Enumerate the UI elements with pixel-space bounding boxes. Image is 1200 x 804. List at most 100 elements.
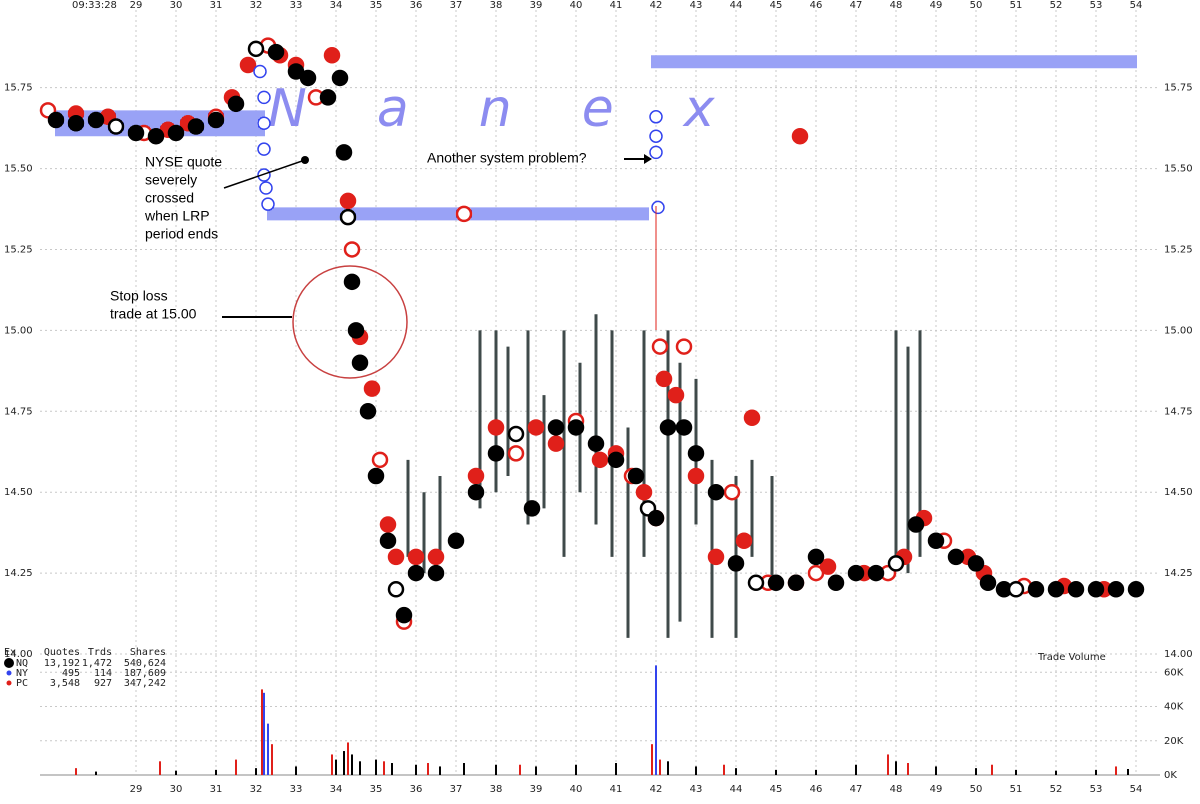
trade-point — [687, 467, 705, 485]
trade-point — [743, 409, 761, 427]
x-tick-label: 37 — [450, 0, 463, 11]
trade-point — [635, 483, 653, 501]
y-tick-label: 14.50 — [4, 487, 33, 498]
x-tick-label: 54 — [1130, 0, 1143, 11]
trade-point — [647, 509, 665, 527]
trade-point — [467, 483, 485, 501]
x-tick-label: 44 — [730, 784, 743, 795]
x-tick-label: 52 — [1050, 784, 1063, 795]
trade-point — [261, 197, 275, 211]
trade-point — [257, 116, 271, 131]
trade-point — [1107, 581, 1125, 598]
trade-point — [387, 581, 405, 598]
x-tick-label: 37 — [450, 784, 463, 795]
trade-point — [487, 419, 505, 436]
plot: 29 29 30 30 31 31 32 32 33 33 34 34 35 35 36 36 37 37 38 38… — [4, 0, 1193, 795]
trade-point — [167, 124, 185, 142]
x-tick-label: 42 — [650, 0, 663, 11]
trade-point — [867, 564, 885, 582]
trade-point — [343, 273, 361, 291]
trade-point — [253, 64, 267, 79]
trade-point — [447, 532, 465, 549]
annotation: NYSE quote — [145, 154, 222, 170]
legend-cell: 540,624 — [124, 658, 166, 669]
x-tick-label: 50 — [970, 0, 983, 11]
trade-point — [667, 386, 685, 404]
trade-point — [1027, 581, 1045, 598]
trade-point — [207, 111, 225, 129]
x-tick-label: 43 — [690, 784, 703, 795]
quote-band — [651, 55, 1137, 69]
trade-point — [299, 69, 317, 87]
x-tick-label: 31 — [210, 784, 223, 795]
trade-point — [227, 95, 245, 113]
annotation: when LRP — [144, 208, 210, 224]
trade-point — [1067, 581, 1085, 598]
trade-point — [607, 451, 625, 469]
trade-point — [427, 548, 445, 566]
trade-point — [359, 403, 377, 420]
x-tick-label: 33 — [290, 784, 303, 795]
x-tick-label: 43 — [690, 0, 703, 11]
x-tick-label: 44 — [730, 0, 743, 11]
x-tick-label: 38 — [490, 784, 503, 795]
legend-cell: 927 — [94, 678, 112, 689]
annotation: period ends — [145, 226, 218, 242]
x-tick-label: 51 — [1010, 784, 1023, 795]
trade-point — [339, 192, 357, 210]
trade-point — [727, 555, 745, 572]
y-tick-label: 15.00 — [1164, 325, 1193, 336]
trade-point — [675, 338, 693, 355]
legend-cell: 13,192 — [44, 658, 80, 669]
trade-point — [847, 564, 865, 582]
x-tick-label: 42 — [650, 784, 663, 795]
trade-point — [323, 47, 341, 64]
trade-point — [523, 500, 541, 517]
y-tick-label: 15.75 — [1164, 83, 1193, 94]
trade-point — [707, 483, 725, 501]
trade-point — [319, 89, 337, 106]
x-tick-label: 30 — [170, 784, 183, 795]
legend-header: Shares — [130, 647, 166, 658]
trade-point — [47, 111, 65, 129]
trade-point — [259, 181, 273, 195]
x-tick-label: 36 — [410, 784, 423, 795]
y-tick-label: 14.75 — [4, 406, 33, 417]
y-tick-label: 15.50 — [4, 164, 33, 175]
x-tick-label: 45 — [770, 0, 783, 11]
x-tick-label: 52 — [1050, 0, 1063, 11]
y-tick-label: 15.00 — [4, 325, 33, 336]
watermark: Nanex — [268, 79, 785, 139]
x-tick-label: 50 — [970, 784, 983, 795]
x-tick-label: 40 — [570, 784, 583, 795]
trade-point — [649, 145, 663, 160]
x-tick-label: 31 — [210, 0, 223, 11]
trade-point — [659, 419, 677, 436]
trade-point — [257, 142, 271, 156]
legend-cell: 495 — [62, 668, 80, 679]
y-tick-label: 14.00 — [1164, 649, 1193, 660]
x-tick-label: 29 — [130, 784, 143, 795]
x-tick-label: 51 — [1010, 0, 1023, 11]
trade-point — [407, 564, 425, 582]
trade-point — [1007, 581, 1025, 598]
legend-cell: 1,472 — [82, 658, 112, 669]
annotation-arrowhead — [644, 154, 652, 164]
trade-point — [787, 574, 805, 592]
trade-point — [907, 516, 925, 533]
trade-point — [527, 419, 545, 436]
trade-point — [187, 118, 205, 135]
legend-name: NQ — [16, 658, 28, 669]
annotation: Another system problem? — [427, 150, 587, 166]
trade-point — [239, 56, 257, 74]
x-tick-label: 48 — [890, 784, 903, 795]
x-tick-label: 34 — [330, 784, 343, 795]
x-tick-label: 29 — [130, 0, 143, 11]
legend-cell: 114 — [94, 668, 112, 679]
trade-point — [87, 111, 105, 129]
trade-point — [627, 467, 645, 485]
trade-point — [127, 124, 145, 142]
x-tick-label: 33 — [290, 0, 303, 11]
legend-cell: 187,609 — [124, 668, 166, 679]
trade-point — [387, 548, 405, 566]
